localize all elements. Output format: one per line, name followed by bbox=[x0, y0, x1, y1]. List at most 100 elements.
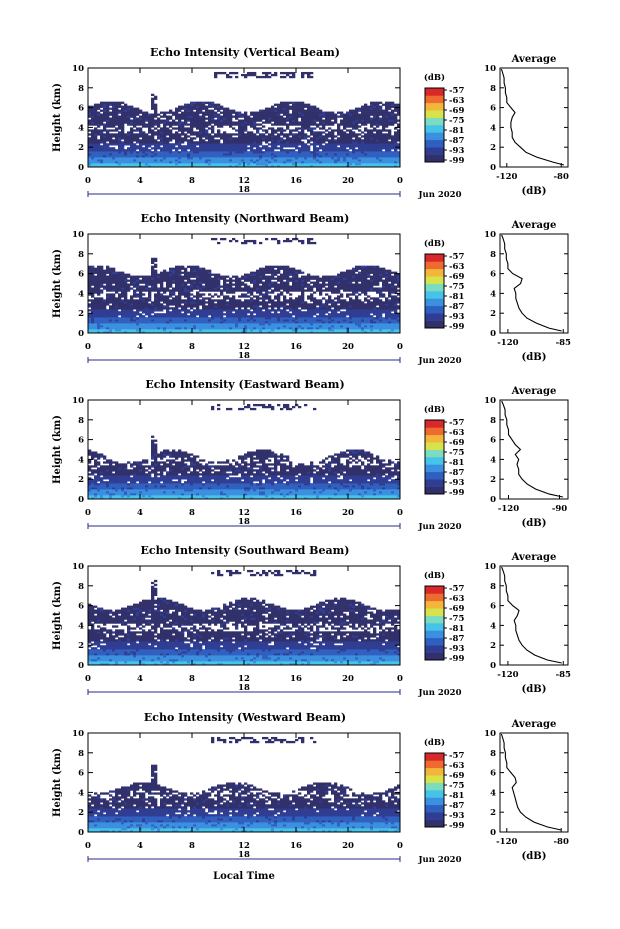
colorbar-band bbox=[425, 117, 444, 122]
profile-y-tick-label: 4 bbox=[490, 455, 496, 465]
panel-3: Echo Intensity (Southward Beam) Height (k… bbox=[52, 544, 571, 698]
colorbar-band bbox=[425, 801, 444, 806]
colorbar-band bbox=[425, 771, 444, 776]
colorbar-band bbox=[425, 136, 444, 141]
profile-y-tick-label: 8 bbox=[490, 416, 496, 426]
profile-title: Average bbox=[511, 719, 557, 730]
colorbar-band bbox=[425, 790, 444, 794]
colorbar-tick-label: -93 bbox=[449, 312, 464, 322]
profile-x-label: (dB) bbox=[522, 352, 547, 363]
colorbar-tick-label: -69 bbox=[449, 604, 464, 614]
colorbar-unit: (dB) bbox=[424, 737, 445, 748]
y-axis-label: Height (km) bbox=[52, 415, 63, 484]
y-tick-label: 8 bbox=[78, 749, 84, 759]
colorbar-tick-label: -87 bbox=[449, 468, 464, 478]
colorbar-band bbox=[425, 600, 444, 605]
y-tick-label: 2 bbox=[78, 641, 84, 651]
profile-x-label: (dB) bbox=[522, 186, 547, 197]
colorbar-band bbox=[425, 305, 444, 310]
colorbar-tick-label: -81 bbox=[449, 791, 464, 801]
day-label: 18 bbox=[238, 683, 250, 693]
colorbar-tick-label: -93 bbox=[449, 478, 464, 488]
x-tick-label: 0 bbox=[397, 841, 403, 851]
colorbar-band bbox=[425, 147, 444, 152]
colorbar-tick-label: -63 bbox=[449, 761, 464, 771]
y-axis-label: Height (km) bbox=[52, 748, 63, 817]
colorbar-band bbox=[425, 819, 444, 824]
day-label: 18 bbox=[238, 850, 250, 860]
colorbar-tick-label: -93 bbox=[449, 146, 464, 156]
y-tick-label: 0 bbox=[78, 828, 84, 838]
colorbar-band bbox=[425, 611, 444, 616]
colorbar-band bbox=[425, 287, 444, 292]
colorbar-tick-label: -87 bbox=[449, 801, 464, 811]
profile-title: Average bbox=[511, 386, 557, 397]
colorbar-band bbox=[425, 449, 444, 454]
profile-x-tick-label: -90 bbox=[552, 504, 567, 514]
y-tick-label: 6 bbox=[78, 602, 84, 612]
y-tick-label: 6 bbox=[78, 436, 84, 446]
profile-y-tick-label: 2 bbox=[490, 143, 496, 153]
profile-frame bbox=[499, 565, 569, 666]
colorbar-tick-label: -99 bbox=[449, 821, 464, 831]
colorbar-band bbox=[425, 154, 444, 159]
profile-y-tick-label: 2 bbox=[490, 475, 496, 485]
panel-4: Echo Intensity (Westward Beam) Height (km… bbox=[52, 711, 569, 882]
profile-line bbox=[500, 733, 562, 831]
profile-y-tick-label: 0 bbox=[490, 661, 496, 671]
colorbar-band bbox=[425, 775, 444, 780]
x-tick-label: 20 bbox=[342, 508, 354, 518]
y-tick-label: 6 bbox=[78, 270, 84, 280]
panel-title: Echo Intensity (Vertical Beam) bbox=[150, 46, 340, 59]
colorbar-band bbox=[425, 99, 444, 104]
colorbar-band bbox=[425, 106, 444, 111]
colorbar-band bbox=[425, 320, 444, 325]
colorbar-tick-label: -57 bbox=[449, 584, 464, 594]
colorbar-band bbox=[425, 471, 444, 476]
profile-y-tick-label: 8 bbox=[490, 749, 496, 759]
colorbar-tick-label: -75 bbox=[449, 781, 464, 791]
y-axis-label: Height (km) bbox=[52, 249, 63, 318]
profile-y-tick-label: 10 bbox=[484, 64, 496, 74]
x-tick-label: 0 bbox=[85, 674, 91, 684]
colorbar-band bbox=[425, 88, 444, 92]
colorbar-band bbox=[425, 272, 444, 277]
colorbar-frame bbox=[424, 253, 445, 329]
colorbar-tick-label: -87 bbox=[449, 634, 464, 644]
colorbar-band bbox=[425, 132, 444, 137]
profile-x-tick-label: -85 bbox=[556, 670, 571, 680]
colorbar-band bbox=[425, 254, 444, 258]
colorbar-band bbox=[425, 482, 444, 487]
profile-y-tick-label: 2 bbox=[490, 641, 496, 651]
colorbar-band bbox=[425, 767, 444, 772]
colorbar-band bbox=[425, 468, 444, 473]
colorbar-band bbox=[425, 479, 444, 484]
x-tick-label: 0 bbox=[85, 841, 91, 851]
colorbar-band bbox=[425, 630, 444, 635]
profile-y-tick-label: 6 bbox=[490, 104, 496, 114]
colorbar-band bbox=[425, 626, 444, 631]
x-tick-label: 8 bbox=[189, 841, 195, 851]
colorbar-tick-label: -99 bbox=[449, 322, 464, 332]
colorbar-unit: (dB) bbox=[424, 72, 445, 83]
colorbar-frame bbox=[424, 419, 445, 495]
colorbar-band bbox=[425, 139, 444, 144]
profile-title: Average bbox=[511, 54, 557, 65]
colorbar-band bbox=[425, 457, 444, 461]
profile-x-label: (dB) bbox=[522, 518, 547, 529]
colorbar-band bbox=[425, 257, 444, 262]
colorbar-tick-label: -63 bbox=[449, 96, 464, 106]
colorbar-band bbox=[425, 128, 444, 133]
profile-y-tick-label: 8 bbox=[490, 84, 496, 94]
colorbar-band bbox=[425, 125, 444, 129]
profile-line bbox=[501, 400, 564, 498]
colorbar-unit: (dB) bbox=[424, 570, 445, 581]
colorbar-tick-label: -69 bbox=[449, 438, 464, 448]
profile-x-tick-label: -120 bbox=[496, 172, 517, 182]
colorbar-band bbox=[425, 793, 444, 798]
date-label: Jun 2020 bbox=[418, 688, 462, 698]
y-tick-label: 4 bbox=[78, 621, 84, 631]
x-tick-label: 0 bbox=[397, 508, 403, 518]
colorbar-band bbox=[425, 808, 444, 813]
profile-x-tick-label: -85 bbox=[556, 338, 571, 348]
